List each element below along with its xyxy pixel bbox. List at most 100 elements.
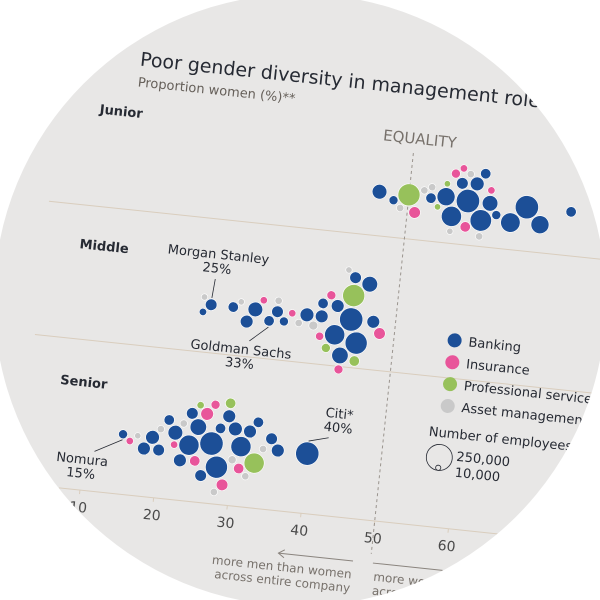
bubble [198, 307, 207, 316]
bubble [156, 425, 165, 434]
legend-swatch [440, 399, 455, 414]
legend-swatch [445, 355, 460, 370]
bubble [243, 452, 265, 474]
bubble [428, 183, 437, 192]
row-label: Senior [60, 373, 109, 393]
annotation-value: 25% [202, 260, 232, 278]
bubble [466, 170, 475, 179]
legend-swatch [447, 333, 462, 348]
row-label: Middle [79, 237, 130, 257]
annotation-arrow [249, 326, 269, 342]
bubble [200, 407, 214, 421]
bubble [243, 424, 257, 439]
bubble [459, 164, 468, 173]
bubble [315, 309, 329, 324]
bubble [456, 189, 480, 213]
bubble [345, 266, 353, 274]
annotation-arrow [308, 437, 329, 442]
bubble [186, 407, 199, 420]
bubble [331, 346, 349, 365]
bubble [163, 414, 175, 426]
x-tick-label: 60 [437, 538, 456, 556]
bubble [342, 284, 366, 307]
annotation-value: 33% [224, 355, 254, 373]
x-tick-label: 10 [68, 499, 87, 517]
bubble [388, 195, 399, 206]
annotation-arrow [94, 439, 123, 452]
bubble [408, 206, 421, 219]
bubble [225, 397, 237, 409]
bubble [178, 434, 200, 456]
bubble [209, 488, 218, 497]
bubble [475, 232, 484, 241]
bubble [196, 401, 205, 410]
bubble [227, 455, 237, 465]
bubble [228, 421, 243, 437]
bubble [459, 221, 471, 233]
women-arrow [372, 562, 443, 571]
annotation-value: 15% [65, 465, 95, 483]
bubble [331, 299, 345, 313]
bubble [315, 331, 325, 341]
bubble [170, 440, 179, 449]
bubble [420, 186, 429, 195]
bubble [451, 168, 461, 179]
bubble [215, 422, 227, 434]
bubble [194, 469, 207, 482]
bubble [443, 180, 451, 188]
row-divider [48, 200, 600, 263]
bubble [271, 305, 284, 318]
bubble [137, 441, 151, 456]
bubble [152, 443, 165, 457]
legend-label: Banking [468, 335, 522, 355]
bubble [201, 293, 209, 301]
bubble [326, 290, 337, 301]
bubble [215, 478, 229, 491]
size-legend-circle [435, 464, 442, 471]
bubble [470, 176, 485, 192]
bubble [299, 307, 315, 322]
bubble [189, 455, 201, 467]
bubble [205, 455, 228, 479]
size-legend-label: 250,000 [456, 450, 511, 471]
bubble [259, 444, 268, 453]
bubble [339, 307, 364, 332]
bubble [263, 315, 275, 327]
bubble [491, 210, 502, 220]
bubble [565, 206, 577, 218]
bubble [233, 463, 245, 475]
bubble [366, 315, 380, 329]
bubble [456, 177, 469, 190]
bubble [469, 209, 492, 232]
bubble [436, 187, 456, 207]
annotation-name: Nomura [56, 450, 109, 470]
bubble [222, 409, 236, 423]
bubble [247, 301, 264, 318]
bubble [324, 324, 346, 346]
bubble [179, 419, 188, 428]
annotation-name: Citi* [325, 406, 355, 424]
axis-note: across entire company [371, 584, 508, 600]
bubble [480, 168, 492, 180]
bubble [361, 276, 378, 293]
bubble [514, 195, 539, 220]
bubble [446, 227, 454, 235]
bubble [227, 301, 239, 313]
bubble [425, 192, 437, 204]
bubble [344, 331, 368, 355]
x-tick-label: 40 [289, 522, 308, 540]
bubble [295, 441, 320, 466]
bubble [441, 206, 462, 227]
bubble [349, 271, 362, 284]
bubble [274, 296, 283, 305]
bubble [259, 296, 268, 305]
bubble [308, 320, 319, 331]
bubble [396, 203, 405, 212]
annotation-arrow [211, 278, 216, 299]
bubble [237, 298, 245, 306]
x-tick-label: 20 [142, 507, 161, 525]
legend-swatch [443, 377, 458, 392]
bubble [487, 186, 496, 195]
bubble [118, 429, 128, 440]
